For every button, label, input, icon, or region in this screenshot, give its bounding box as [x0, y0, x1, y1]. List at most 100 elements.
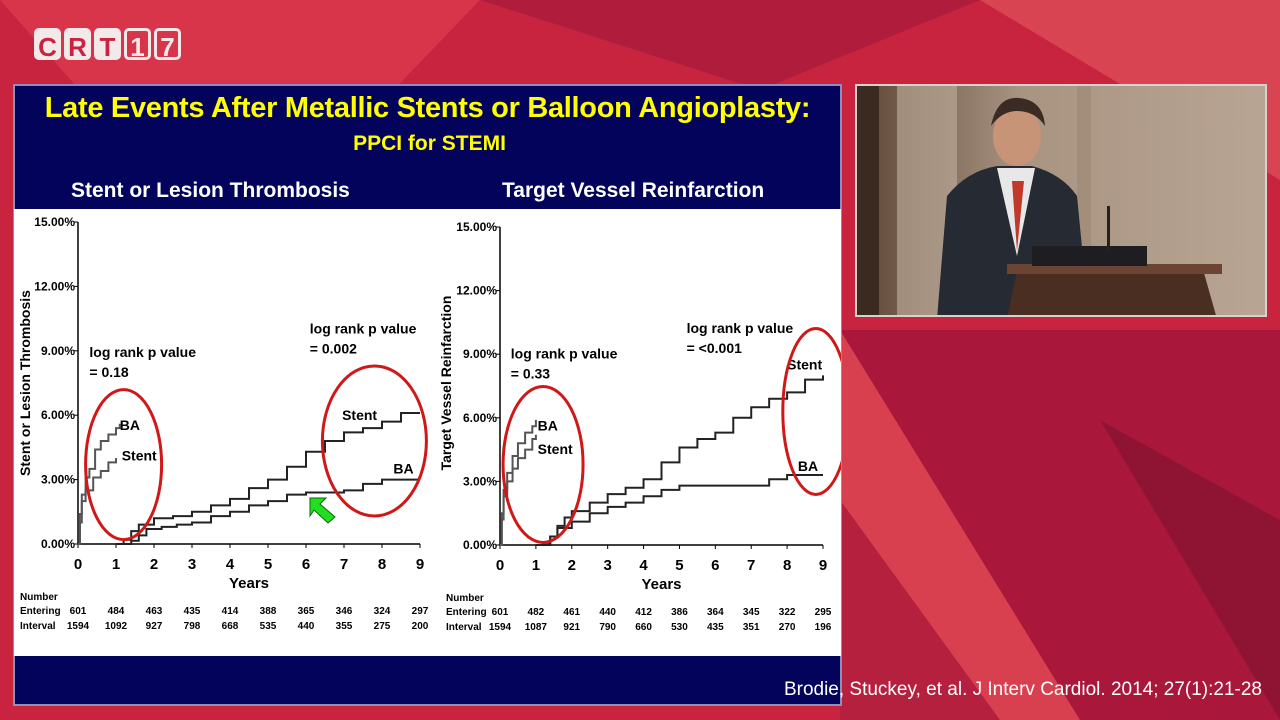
- y-tick-label: 9.00%: [463, 347, 497, 361]
- highlight-ellipse: [84, 388, 164, 542]
- citation: Brodie, Stuckey, et al. J Interv Cardiol…: [783, 679, 1262, 700]
- at-risk-value: 388: [260, 606, 277, 617]
- x-axis-label: Years: [641, 576, 681, 593]
- x-tick-label: 6: [302, 556, 310, 573]
- series-label: BA: [538, 418, 558, 434]
- logo-letter: C: [34, 28, 61, 62]
- series-line-late: [535, 474, 823, 546]
- y-tick-label: 12.00%: [34, 279, 75, 293]
- at-risk-value: 196: [815, 622, 832, 633]
- at-risk-value: 535: [260, 621, 277, 632]
- y-tick-label: 15.00%: [456, 220, 497, 234]
- series-label: Stent: [122, 447, 157, 463]
- x-axis-label: Years: [229, 575, 269, 592]
- at-risk-row-label: Entering: [446, 607, 487, 618]
- y-axis-label: Stent or Lesion Thrombosis: [17, 290, 33, 476]
- at-risk-value: 440: [599, 607, 616, 618]
- x-tick-label: 6: [711, 557, 719, 574]
- slide-subtitle: PPCI for STEMI: [353, 132, 506, 155]
- series-line-early: [500, 434, 537, 546]
- x-tick-label: 7: [340, 556, 348, 573]
- at-risk-value: 530: [671, 622, 688, 633]
- at-risk-value: 461: [563, 607, 580, 618]
- series-line-late: [123, 478, 420, 545]
- at-risk-value: 295: [815, 607, 832, 618]
- pvalue-annotation: log rank p value: [310, 321, 417, 337]
- highlight-ellipse: [320, 364, 428, 518]
- y-tick-label: 6.00%: [463, 411, 497, 425]
- series-end-label: Stent: [787, 356, 822, 372]
- at-risk-value: 463: [146, 606, 163, 617]
- series-end-label: Stent: [342, 407, 377, 423]
- at-risk-value: 790: [599, 622, 616, 633]
- x-tick-label: 8: [783, 557, 791, 574]
- series-line-late: [543, 375, 824, 546]
- pvalue-annotation: = 0.33: [511, 365, 551, 381]
- y-tick-label: 0.00%: [463, 538, 497, 552]
- pvalue-annotation: = 0.18: [89, 364, 129, 380]
- pvalue-annotation: log rank p value: [687, 320, 794, 336]
- series-end-label: BA: [393, 461, 413, 477]
- y-tick-label: 9.00%: [41, 344, 75, 358]
- x-tick-label: 2: [568, 557, 576, 574]
- at-risk-value: 435: [707, 622, 724, 633]
- at-risk-row-label: Interval: [20, 621, 56, 632]
- x-tick-label: 4: [639, 557, 648, 574]
- x-tick-label: 9: [819, 557, 827, 574]
- at-risk-header: Number: [446, 593, 484, 604]
- y-tick-label: 6.00%: [41, 408, 75, 422]
- stent-thrombosis-chart: 0.00% 3.00% 6.00% 9.00% 12.00% 15.00% 0 1 2 3 4 5 6 7…: [17, 215, 429, 632]
- x-tick-label: 2: [150, 556, 158, 573]
- x-tick-label: 3: [603, 557, 611, 574]
- y-tick-label: 15.00%: [34, 215, 75, 229]
- y-tick-label: 3.00%: [463, 474, 497, 488]
- slide-title: Late Events After Metallic Stents or Bal…: [44, 92, 811, 124]
- at-risk-value: 1594: [489, 622, 512, 633]
- at-risk-value: 414: [222, 606, 239, 617]
- x-tick-label: 3: [188, 556, 196, 573]
- right-chart-title: Target Vessel Reinfarction: [502, 179, 765, 202]
- at-risk-value: 275: [374, 621, 391, 632]
- crt-logo: C R T 1 7: [34, 28, 181, 62]
- at-risk-value: 351: [743, 622, 760, 633]
- y-tick-label: 12.00%: [456, 284, 497, 298]
- logo-letter: 7: [154, 28, 181, 62]
- at-risk-value: 345: [743, 607, 760, 618]
- at-risk-value: 482: [528, 607, 545, 618]
- logo-letter: R: [64, 28, 91, 62]
- at-risk-value: 484: [108, 606, 125, 617]
- series-line-early: [78, 423, 121, 545]
- at-risk-value: 601: [492, 607, 509, 618]
- at-risk-value: 412: [635, 607, 652, 618]
- at-risk-value: 1594: [67, 621, 90, 632]
- x-tick-label: 5: [675, 557, 683, 574]
- at-risk-value: 440: [298, 621, 315, 632]
- series-label: BA: [120, 417, 140, 433]
- left-chart-title: Stent or Lesion Thrombosis: [71, 179, 350, 202]
- at-risk-value: 435: [184, 606, 201, 617]
- series-line-early: [78, 458, 117, 545]
- at-risk-value: 346: [336, 606, 353, 617]
- at-risk-value: 364: [707, 607, 724, 618]
- speaker-video: [855, 84, 1267, 317]
- pvalue-annotation: log rank p value: [89, 344, 196, 360]
- left-chart-panel: 0.00% 3.00% 6.00% 9.00% 12.00% 15.00% 0 1 2 3 4 5 6 7…: [14, 209, 439, 656]
- logo-letter: T: [94, 28, 121, 62]
- at-risk-value: 601: [70, 606, 87, 617]
- y-axis-label: Target Vessel Reinfarction: [439, 296, 454, 471]
- at-risk-value: 297: [412, 606, 429, 617]
- at-risk-row-label: Entering: [20, 606, 61, 617]
- pvalue-annotation: log rank p value: [511, 345, 618, 361]
- y-tick-label: 0.00%: [41, 537, 75, 551]
- x-tick-label: 1: [532, 557, 540, 574]
- right-chart-panel: 0.00% 3.00% 6.00% 9.00% 12.00% 15.00% 0 1 2 3 4 5 6 7…: [438, 209, 851, 656]
- cursor-arrow-icon: [309, 497, 336, 524]
- x-tick-label: 5: [264, 556, 272, 573]
- pvalue-annotation: = <0.001: [687, 340, 742, 356]
- at-risk-value: 200: [412, 621, 429, 632]
- at-risk-value: 324: [374, 606, 391, 617]
- at-risk-value: 921: [563, 622, 580, 633]
- at-risk-value: 322: [779, 607, 796, 618]
- at-risk-value: 927: [146, 621, 163, 632]
- speaker-image: [857, 86, 1265, 315]
